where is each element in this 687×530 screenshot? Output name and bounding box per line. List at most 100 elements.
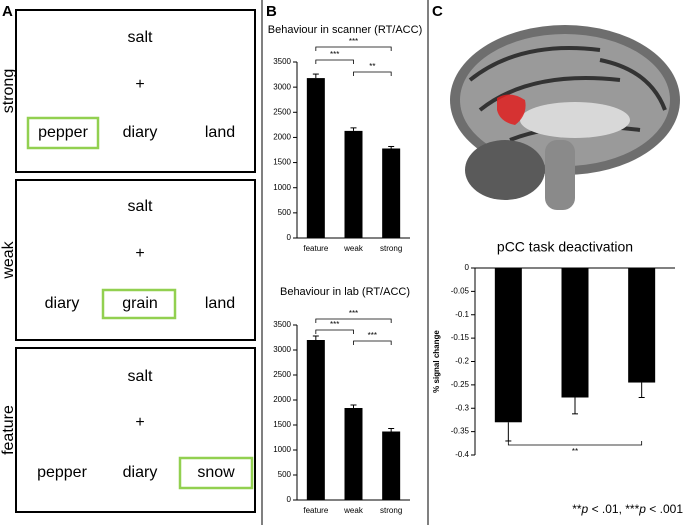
bar — [344, 408, 363, 500]
chart-title: Behaviour in lab (RT/ACC) — [280, 286, 410, 298]
y-tick-label: 2000 — [273, 395, 291, 404]
chart-title: Behaviour in scanner (RT/ACC) — [268, 24, 422, 36]
chart-title: pCC task deactivation — [497, 239, 633, 255]
x-tick-label: weak — [343, 506, 364, 515]
y-tick-label: 1500 — [273, 420, 291, 429]
y-tick-label: 3500 — [273, 320, 291, 329]
fixation: + — [135, 76, 144, 93]
cerebellum — [465, 140, 545, 200]
panel-label: B — [266, 3, 277, 20]
stimulus-panel: weak salt + diary grain land — [0, 179, 256, 341]
y-tick-label: -0.15 — [451, 333, 470, 342]
screen — [15, 9, 256, 173]
significance-bracket — [315, 59, 354, 64]
cortex-inner — [460, 34, 670, 166]
y-tick-label: 2000 — [273, 133, 291, 142]
bar — [306, 340, 325, 500]
word: pepper — [37, 464, 87, 481]
y-tick-label: 3000 — [273, 345, 291, 354]
bar — [344, 130, 363, 238]
word: diary — [45, 295, 80, 312]
brainstem — [545, 140, 575, 210]
significance-bracket — [353, 340, 392, 345]
y-tick-label: -0.25 — [451, 380, 470, 389]
target-box — [101, 288, 177, 320]
sulci — [468, 46, 667, 142]
bar — [494, 268, 522, 423]
significance-label: *** — [349, 309, 358, 318]
word: diary — [123, 124, 158, 141]
y-tick-label: 1500 — [273, 158, 291, 167]
y-tick-label: -0.3 — [455, 403, 469, 412]
y-axis-label: % signal change — [432, 330, 441, 393]
word: grain — [122, 295, 158, 312]
bar — [628, 268, 656, 383]
y-tick-label: -0.05 — [451, 286, 470, 295]
footnote-part: p — [581, 502, 589, 516]
condition: weak — [0, 240, 17, 279]
screen — [15, 179, 256, 341]
brain-image — [450, 25, 680, 210]
significance-label: ** — [369, 62, 375, 71]
significance-label: *** — [349, 37, 358, 46]
y-tick-label: -0.4 — [455, 450, 469, 459]
significance-label: ** — [572, 447, 578, 456]
x-tick-label: feature — [303, 506, 328, 515]
y-tick-label: 1000 — [273, 445, 291, 454]
target-box — [178, 456, 254, 490]
y-tick-label: 1000 — [273, 183, 291, 192]
word: snow — [197, 464, 235, 481]
significance-label: *** — [330, 50, 339, 59]
y-tick-label: 500 — [278, 208, 292, 217]
panel-label: A — [2, 3, 13, 20]
y-tick-label: 3500 — [273, 57, 291, 66]
word: land — [205, 124, 235, 141]
x-tick-label: strong — [380, 506, 402, 515]
footnote-part: < .001 — [646, 502, 683, 516]
bar — [382, 148, 401, 238]
corpus-callosum — [520, 102, 630, 138]
significance-bracket — [315, 318, 392, 323]
stimulus-panel: feature salt + pepper diary snow — [0, 347, 256, 513]
x-tick-label: strong — [631, 275, 653, 284]
x-tick-label: weak — [343, 244, 364, 253]
fixation: + — [135, 245, 144, 262]
footnote: **p < .01, ***p < .001 — [572, 502, 683, 516]
cue: salt — [128, 368, 153, 385]
significance-bracket — [507, 441, 643, 446]
condition: strong — [0, 69, 17, 113]
footnote-part: < .01, *** — [588, 502, 639, 516]
pcc-roi — [497, 94, 526, 125]
panel-label: C — [432, 3, 443, 20]
bar — [561, 268, 589, 398]
x-tick-label: weak — [565, 275, 586, 284]
condition: feature — [0, 405, 17, 455]
y-tick-label: -0.35 — [451, 427, 470, 436]
y-tick-label: 0 — [287, 233, 292, 242]
significance-label: *** — [368, 331, 377, 340]
y-tick-label: 2500 — [273, 370, 291, 379]
bar — [306, 78, 325, 238]
y-tick-label: 0 — [465, 263, 470, 272]
cue: salt — [128, 198, 153, 215]
word: pepper — [38, 124, 88, 141]
x-tick-label: feature — [496, 275, 521, 284]
bar — [382, 431, 401, 500]
word: diary — [123, 464, 158, 481]
y-tick-label: 500 — [278, 470, 292, 479]
significance-bracket — [315, 46, 392, 51]
footnote-part: p — [638, 502, 646, 516]
y-tick-label: -0.2 — [455, 357, 469, 366]
significance-bracket — [353, 71, 392, 76]
fixation: + — [135, 414, 144, 431]
word: land — [205, 295, 235, 312]
x-tick-label: strong — [380, 244, 402, 253]
target-box — [26, 116, 100, 150]
x-tick-label: feature — [303, 244, 328, 253]
footnote-part: ** — [572, 502, 582, 516]
stimulus-panel: strong salt + pepper diary land — [0, 9, 256, 173]
y-tick-label: 2500 — [273, 107, 291, 116]
y-tick-label: -0.1 — [455, 310, 469, 319]
significance-bracket — [315, 329, 354, 334]
